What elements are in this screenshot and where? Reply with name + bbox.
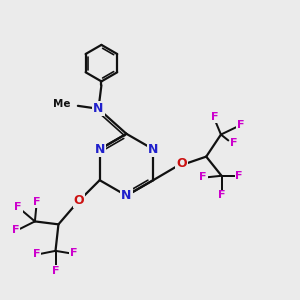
Text: F: F	[211, 112, 219, 122]
Text: Me: Me	[53, 99, 70, 110]
Text: F: F	[218, 190, 225, 200]
Text: F: F	[33, 249, 40, 259]
Text: F: F	[236, 171, 243, 181]
Text: F: F	[237, 120, 244, 130]
Text: F: F	[52, 266, 59, 276]
Text: F: F	[33, 197, 40, 207]
Text: F: F	[199, 172, 207, 182]
Text: N: N	[93, 102, 104, 115]
Text: O: O	[74, 194, 84, 207]
Text: F: F	[230, 138, 238, 148]
Text: N: N	[121, 189, 132, 202]
Text: F: F	[12, 225, 20, 235]
Text: F: F	[70, 248, 78, 258]
Text: F: F	[14, 202, 22, 212]
Text: N: N	[148, 143, 158, 156]
Text: O: O	[176, 158, 187, 170]
Text: N: N	[94, 143, 105, 156]
